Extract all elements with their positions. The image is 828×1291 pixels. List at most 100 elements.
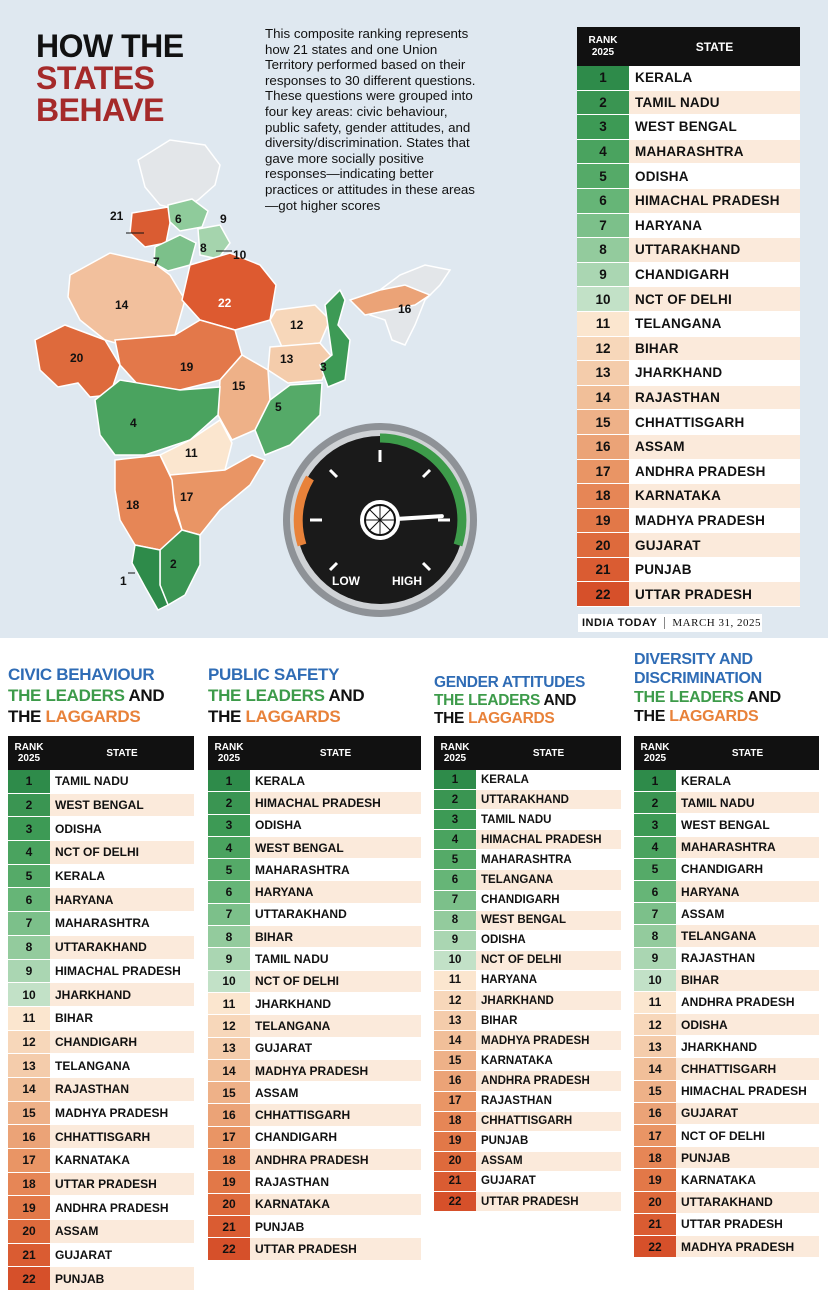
state-cell: GUJARAT xyxy=(476,1171,621,1192)
table-row: 10 NCT OF DELHI xyxy=(208,970,421,993)
table-row: 19 RAJASTHAN xyxy=(208,1170,421,1194)
state-cell: GUJARAT xyxy=(676,1102,819,1126)
rank-cell: 5 xyxy=(634,858,676,881)
rank-cell: 3 xyxy=(8,816,50,842)
map-label-3: 3 xyxy=(320,360,327,374)
state-cell: UTTARAKHAND xyxy=(676,1191,819,1214)
state-cell: ASSAM xyxy=(50,1219,194,1244)
table-row: 19 MADHYA PRADESH xyxy=(577,508,800,534)
state-cell: WEST BENGAL xyxy=(50,793,194,818)
state-cell: RAJASTHAN xyxy=(629,385,800,411)
rank-cell: 1 xyxy=(577,66,629,91)
rank-cell: 19 xyxy=(634,1168,676,1192)
and-text: AND xyxy=(324,686,365,705)
table-row: 13 BIHAR xyxy=(434,1010,621,1032)
rank-cell: 22 xyxy=(8,1266,50,1291)
rank-cell: 20 xyxy=(208,1193,250,1216)
table-row: 7 CHANDIGARH xyxy=(434,890,621,911)
map-label-8: 8 xyxy=(200,241,207,255)
rank-cell: 20 xyxy=(577,532,629,558)
state-cell: UTTAR PRADESH xyxy=(50,1172,194,1197)
state-cell: KERALA xyxy=(629,66,800,91)
table-row: 22 UTTAR PRADESH xyxy=(434,1191,621,1213)
rank-cell: 21 xyxy=(434,1171,476,1192)
rank-cell: 16 xyxy=(8,1124,50,1149)
state-cell: ODISHA xyxy=(250,814,421,837)
rank-cell: 15 xyxy=(208,1081,250,1105)
table-row: 15 MADHYA PRADESH xyxy=(8,1101,194,1126)
overall-ranking-table: RANK 2025 STATE 1 KERALA 2 TAMIL NADU 3 WEST B… xyxy=(577,27,800,608)
table-row: 13 JHARKHAND xyxy=(634,1035,819,1059)
rank-cell: 9 xyxy=(434,930,476,951)
rank-cell: 21 xyxy=(208,1215,250,1239)
state-cell: TAMIL NADU xyxy=(476,809,621,831)
state-cell: BIHAR xyxy=(250,925,421,949)
table-row: 7 ASSAM xyxy=(634,902,819,926)
table-row: 12 TELANGANA xyxy=(208,1014,421,1038)
rank-cell: 11 xyxy=(577,311,629,337)
table-row: 20 UTTARAKHAND xyxy=(634,1191,819,1214)
table-row: 21 PUNJAB xyxy=(577,557,800,583)
rank-cell: 16 xyxy=(434,1070,476,1092)
state-cell: JHARKHAND xyxy=(50,982,194,1007)
rank-cell: 6 xyxy=(8,887,50,913)
state-cell: KERALA xyxy=(250,770,421,793)
headline: HOW THE STATES BEHAVE xyxy=(36,30,184,126)
table-row: 4 NCT OF DELHI xyxy=(8,840,194,865)
rank-cell: 11 xyxy=(634,991,676,1015)
table-row: 9 RAJASTHAN xyxy=(634,947,819,970)
rank-cell: 9 xyxy=(208,947,250,971)
table-row: 3 WEST BENGAL xyxy=(634,813,819,837)
rank-cell: 8 xyxy=(208,925,250,949)
category-ranking-table: RANK 2025 STATE 1 TAMIL NADU 2 WEST BENGAL 3 ODI… xyxy=(8,736,194,1291)
state-cell: PUNJAB xyxy=(250,1215,421,1239)
rank-cell: 11 xyxy=(8,1006,50,1031)
state-cell: CHANDIGARH xyxy=(629,262,800,288)
table-row: 17 NCT OF DELHI xyxy=(634,1124,819,1148)
state-cell: NCT OF DELHI xyxy=(250,970,421,993)
rank-header-label: RANK xyxy=(640,742,670,753)
state-cell: UTTARAKHAND xyxy=(476,789,621,811)
table-row: 11 TELANGANA xyxy=(577,311,800,337)
state-cell: CHANDIGARH xyxy=(250,1126,421,1150)
table-row: 15 ASSAM xyxy=(208,1081,421,1105)
state-cell: PUNJAB xyxy=(50,1266,194,1291)
table-row: 22 MADHYA PRADESH xyxy=(634,1235,819,1259)
table-row: 3 ODISHA xyxy=(8,816,194,842)
table-row: 7 MAHARASHTRA xyxy=(8,911,194,936)
rank-header-year: 2025 xyxy=(591,46,615,58)
state-cell: WEST BENGAL xyxy=(676,813,819,837)
leaders-line: THE LEADERS AND xyxy=(208,685,365,706)
table-row: 12 BIHAR xyxy=(577,336,800,362)
rank-cell: 9 xyxy=(634,947,676,970)
state-cell: PUNJAB xyxy=(629,557,800,583)
the-text: THE xyxy=(208,707,246,726)
table-row: 7 UTTARAKHAND xyxy=(208,903,421,927)
table-row: 19 ANDHRA PRADESH xyxy=(8,1195,194,1221)
state-cell: ODISHA xyxy=(50,816,194,842)
table-row: 16 CHHATTISGARH xyxy=(208,1103,421,1127)
table-row: 15 CHHATTISGARH xyxy=(577,409,800,435)
rank-cell: 15 xyxy=(434,1050,476,1072)
state-cell: KARNATAKA xyxy=(676,1168,819,1192)
state-cell: ODISHA xyxy=(629,163,800,189)
rank-header: RANK 2025 xyxy=(577,27,629,66)
state-cell: JHARKHAND xyxy=(676,1035,819,1059)
table-row: 21 GUJARAT xyxy=(434,1171,621,1192)
state-cell: JHARKHAND xyxy=(629,360,800,386)
section-heading: GENDER ATTITUDES THE LEADERS AND THE LAGGA… xyxy=(434,674,585,728)
state-cell: HARYANA xyxy=(676,880,819,904)
rank-cell: 11 xyxy=(434,970,476,992)
table-row: 13 TELANGANA xyxy=(8,1053,194,1078)
publish-date: MARCH 31, 2025 xyxy=(672,617,761,629)
table-row: 22 UTTAR PRADESH xyxy=(208,1237,421,1261)
table-row: 15 HIMACHAL PRADESH xyxy=(634,1080,819,1103)
rank-header-label: RANK xyxy=(14,742,44,753)
rank-cell: 3 xyxy=(577,114,629,140)
state-cell: TELANGANA xyxy=(676,924,819,948)
table-row: 8 TELANGANA xyxy=(634,924,819,948)
rank-cell: 5 xyxy=(208,858,250,882)
rank-cell: 1 xyxy=(434,770,476,791)
table-row: 21 UTTAR PRADESH xyxy=(634,1213,819,1236)
table-row: 18 ANDHRA PRADESH xyxy=(208,1148,421,1172)
